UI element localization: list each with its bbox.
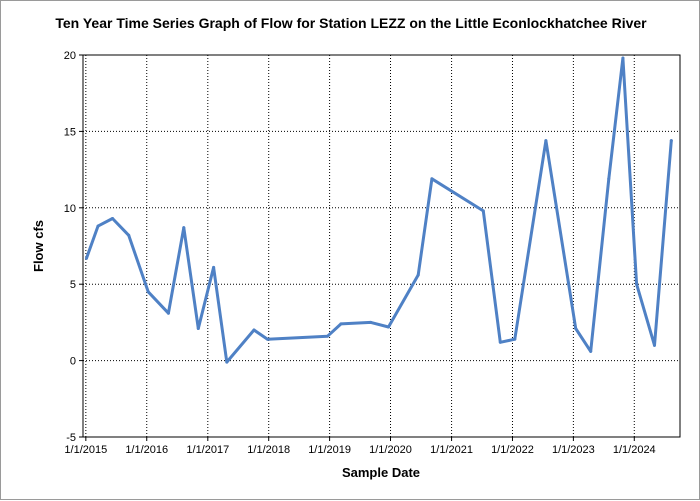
y-tick-label: 10 — [64, 203, 76, 215]
x-tick-label: 1/1/2020 — [369, 444, 412, 456]
x-tick-label: 1/1/2023 — [552, 444, 595, 456]
data-point — [266, 337, 270, 341]
x-tick-label: 1/1/2018 — [247, 444, 290, 456]
y-tick-label: -5 — [66, 432, 76, 444]
data-point — [574, 327, 578, 331]
data-point — [498, 340, 502, 344]
data-point — [369, 320, 373, 324]
plot-border — [82, 54, 681, 438]
data-point — [430, 177, 434, 181]
data-point — [669, 139, 673, 143]
y-tick-label: 20 — [64, 50, 76, 62]
data-point — [146, 290, 150, 294]
x-tick-label: 1/1/2021 — [430, 444, 473, 456]
grid-lines — [83, 55, 680, 437]
data-point — [387, 325, 391, 329]
y-tick-label: 0 — [70, 356, 76, 368]
data-point — [326, 334, 330, 338]
data-point — [196, 327, 200, 331]
data-point — [127, 233, 131, 237]
plot-area — [83, 55, 680, 437]
x-tick-label: 1/1/2024 — [613, 444, 656, 456]
y-axis-ticks: -5 0 5 10 15 20 — [64, 50, 83, 444]
x-tick-label: 1/1/2015 — [64, 444, 107, 456]
data-point — [607, 177, 611, 181]
data-point — [481, 209, 485, 213]
x-tick-label: 1/1/2016 — [125, 444, 168, 456]
data-point — [652, 343, 656, 347]
data-point — [252, 328, 256, 332]
data-point — [339, 322, 343, 326]
data-point — [635, 282, 639, 286]
x-tick-label: 1/1/2017 — [186, 444, 229, 456]
x-axis-ticks: 1/1/2015 1/1/2016 1/1/2017 1/1/2018 1/1/2019… — [64, 437, 656, 456]
y-tick-label: 5 — [70, 279, 76, 291]
chart-title: Ten Year Time Series Graph of Flow for S… — [55, 15, 647, 31]
data-point — [416, 273, 420, 277]
y-axis-label: Flow cfs — [31, 220, 46, 272]
data-point — [225, 360, 229, 364]
data-point — [182, 226, 186, 230]
data-point — [513, 337, 517, 341]
data-point — [589, 349, 593, 353]
x-axis-label: Sample Date — [342, 465, 420, 480]
data-point — [166, 311, 170, 315]
data-point — [96, 224, 100, 228]
data-point — [212, 265, 216, 269]
y-tick-label: 15 — [64, 126, 76, 138]
data-point — [621, 56, 625, 60]
data-point — [544, 139, 548, 143]
x-tick-label: 1/1/2019 — [308, 444, 351, 456]
data-point — [111, 216, 115, 220]
x-tick-label: 1/1/2022 — [491, 444, 534, 456]
series-layer — [85, 56, 673, 364]
data-point — [85, 256, 89, 260]
